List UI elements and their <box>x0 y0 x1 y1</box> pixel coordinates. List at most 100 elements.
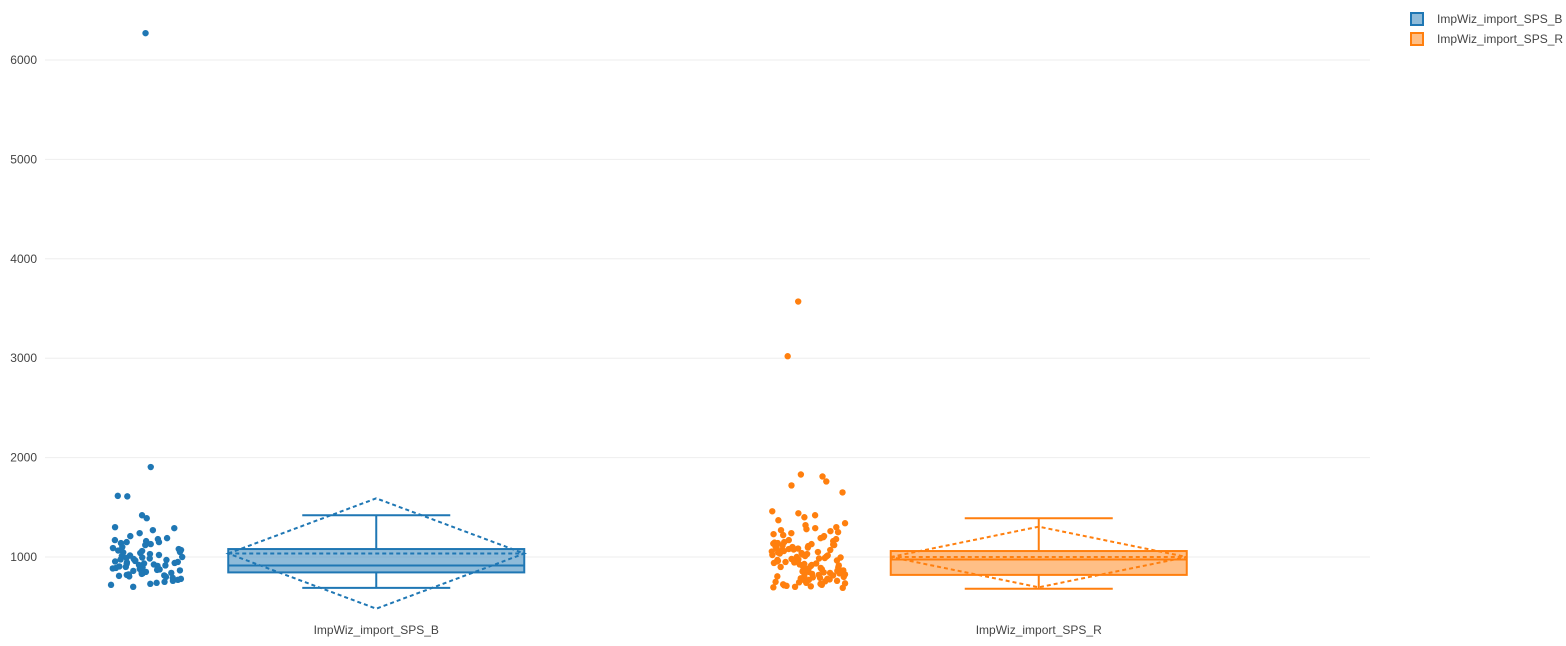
data-point <box>136 529 143 537</box>
data-point <box>812 524 819 532</box>
data-point <box>153 579 160 587</box>
data-point <box>769 508 776 515</box>
data-point <box>779 531 787 539</box>
y-tick-label: 5000 <box>10 152 37 166</box>
data-point <box>129 583 137 591</box>
data-point <box>834 528 842 536</box>
y-tick-label: 1000 <box>10 550 37 564</box>
data-point <box>785 545 792 553</box>
data-point <box>149 526 157 534</box>
x-axis: ImpWiz_import_SPS_B ImpWiz_import_SPS_R <box>314 623 1103 637</box>
data-point <box>821 554 829 562</box>
sd-diamond <box>890 525 1187 589</box>
data-point <box>176 567 184 574</box>
data-point <box>784 353 791 360</box>
data-point <box>776 550 784 557</box>
data-point <box>147 580 154 588</box>
data-point <box>109 565 116 572</box>
data-point <box>117 556 124 563</box>
data-point <box>168 569 175 577</box>
data-point <box>803 525 810 533</box>
data-point <box>790 546 797 553</box>
x-category-label: ImpWiz_import_SPS_R <box>976 623 1102 637</box>
series <box>107 29 1188 610</box>
legend-item[interactable]: ImpWiz_import_SPS_B <box>1410 12 1562 26</box>
data-point <box>795 298 802 305</box>
data-point <box>162 562 169 569</box>
data-point <box>114 492 121 500</box>
data-point <box>146 555 153 562</box>
data-point <box>124 493 131 500</box>
legend-swatch <box>1410 12 1424 26</box>
data-point <box>163 556 170 564</box>
data-point <box>143 515 150 522</box>
data-point <box>791 583 799 591</box>
data-point <box>126 573 133 580</box>
data-point <box>155 551 163 559</box>
data-point <box>788 529 795 537</box>
legend[interactable]: ImpWiz_import_SPS_B ImpWiz_import_SPS_R <box>1410 12 1563 46</box>
data-point <box>801 552 809 560</box>
data-point <box>147 540 154 548</box>
data-point <box>147 463 154 471</box>
data-point <box>107 581 115 589</box>
y-tick-label: 2000 <box>10 451 37 465</box>
data-point <box>772 578 779 586</box>
data-point <box>840 573 847 581</box>
data-point <box>817 534 824 542</box>
sd-diamond <box>225 497 528 610</box>
data-point <box>797 471 805 478</box>
data-point <box>782 558 789 566</box>
data-point <box>111 523 119 531</box>
data-point <box>791 559 798 566</box>
data-point <box>823 478 830 485</box>
data-point <box>142 29 149 37</box>
data-point <box>142 541 149 549</box>
data-point <box>833 577 841 585</box>
data-point <box>109 544 117 552</box>
data-point <box>122 563 130 571</box>
data-point <box>770 559 778 567</box>
box-body <box>889 550 1188 576</box>
y-tick-label: 3000 <box>10 351 37 365</box>
x-category-label: ImpWiz_import_SPS_B <box>314 623 439 637</box>
data-point <box>841 520 849 527</box>
data-point <box>163 534 171 542</box>
data-point <box>804 544 812 551</box>
data-point <box>777 563 784 571</box>
data-point <box>155 538 163 546</box>
data-point <box>130 567 137 575</box>
data-point <box>176 548 184 556</box>
legend-label: ImpWiz_import_SPS_B <box>1437 12 1562 26</box>
data-point <box>783 582 790 590</box>
data-point <box>111 536 119 544</box>
data-point <box>788 482 795 489</box>
data-point <box>779 542 786 549</box>
data-point <box>833 523 840 531</box>
data-point <box>770 530 777 538</box>
data-point <box>814 548 822 556</box>
data-point <box>769 551 776 559</box>
data-point <box>815 555 823 562</box>
data-point <box>775 517 782 524</box>
data-point <box>153 566 161 574</box>
y-tick-label: 4000 <box>10 252 37 266</box>
data-point <box>774 573 781 580</box>
data-point <box>123 538 130 546</box>
legend-item[interactable]: ImpWiz_import_SPS_R <box>1410 32 1563 46</box>
data-point <box>836 570 843 577</box>
series-ImpWiz_import_SPS_R <box>768 298 1188 592</box>
data-point <box>169 577 177 585</box>
data-point <box>827 527 834 535</box>
data-point <box>111 558 119 565</box>
gridlines <box>45 59 1370 558</box>
data-point <box>803 579 810 587</box>
data-point <box>171 559 178 567</box>
data-point <box>178 553 186 561</box>
data-point <box>114 547 122 554</box>
data-point <box>839 584 846 592</box>
data-point <box>807 583 814 590</box>
y-axis: 1000 2000 3000 4000 5000 6000 <box>10 53 37 564</box>
data-point <box>138 512 146 519</box>
